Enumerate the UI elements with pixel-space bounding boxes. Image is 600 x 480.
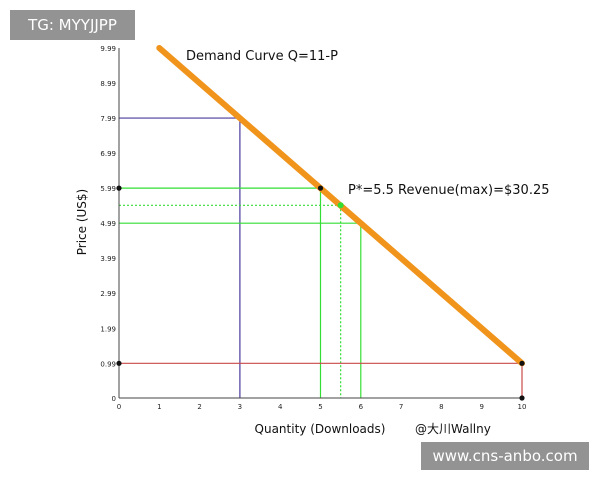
y-tick-label: 9.99 (100, 45, 116, 53)
y-tick-label: 2.99 (100, 290, 116, 298)
credit-text: @大川Wallny (415, 422, 491, 436)
y-axis-label: Price (US$) (75, 189, 89, 256)
y-tick-label: 5.99 (100, 185, 116, 193)
y-tick-label: 4.99 (100, 220, 116, 228)
guide-lines (119, 117, 523, 398)
y-tick-label: 1.99 (100, 325, 116, 333)
y-tick-label: 3.99 (100, 255, 116, 263)
data-point (317, 185, 324, 191)
y-tick-label: 7.99 (100, 115, 116, 123)
watermark-bottom: www.cns-anbo.com (421, 442, 589, 470)
x-axis-label: Quantity (Downloads) (255, 422, 386, 436)
x-tick-label: 5 (318, 403, 322, 411)
data-points (116, 185, 525, 401)
data-point (116, 360, 122, 366)
optimum-point (337, 202, 344, 209)
x-tick-labels: 0 1 2 3 4 5 6 7 8 9 10 (117, 403, 527, 411)
data-point (116, 185, 122, 191)
x-tick-label: 7 (399, 403, 403, 411)
x-tick-label: 1 (157, 403, 161, 411)
y-tick-label: 0.99 (100, 360, 116, 368)
chart-title: Demand Curve Q=11-P (186, 49, 338, 64)
optimum-annotation: P*=5.5 Revenue(max)=$30.25 (348, 183, 550, 198)
watermark-top: TG: MYYJJPP (10, 10, 135, 40)
x-tick-label: 8 (439, 403, 443, 411)
x-tick-label: 2 (197, 403, 201, 411)
y-tick-label: 6.99 (100, 150, 116, 158)
x-tick-label: 10 (518, 403, 527, 411)
data-point (519, 360, 525, 366)
y-tick-label: 0 (112, 395, 116, 403)
y-tick-label: 8.99 (100, 80, 116, 88)
y-tick-labels: 0 0.99 1.99 2.99 3.99 4.99 5.99 6.99 7.99 8.99 9.9… (100, 45, 116, 403)
x-tick-label: 0 (117, 403, 121, 411)
x-tick-label: 4 (278, 403, 283, 411)
data-point (519, 395, 525, 401)
x-tick-label: 6 (359, 403, 364, 411)
x-tick-label: 3 (238, 403, 242, 411)
axes (118, 48, 522, 399)
x-tick-label: 9 (479, 403, 483, 411)
